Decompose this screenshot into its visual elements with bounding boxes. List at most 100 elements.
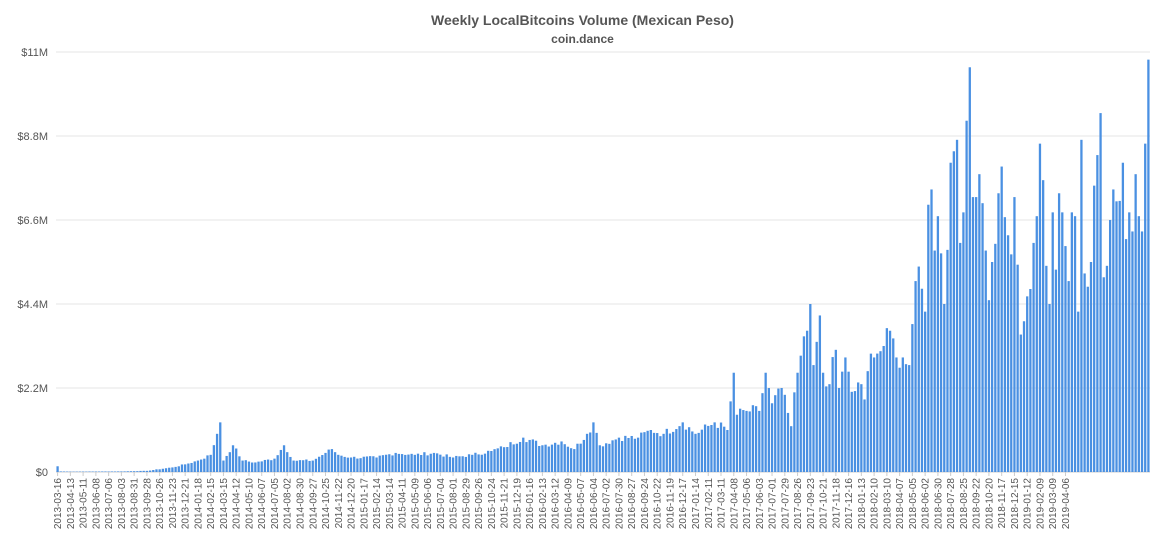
bar [314,458,318,472]
bar [898,367,901,472]
bar [719,422,723,472]
bar [1105,265,1109,472]
bar [952,151,955,472]
bar [362,456,365,472]
bar [978,174,981,472]
bar [569,448,573,472]
bar [1080,139,1083,472]
x-tick-label: 2018-05-05 [908,478,919,530]
bar [566,446,570,472]
bar [152,470,155,472]
bar [732,372,735,472]
x-tick-label: 2018-09-22 [972,478,983,530]
bar [681,422,684,472]
bar [171,467,174,472]
bar [467,454,471,472]
bar [56,466,59,472]
bar [579,443,582,472]
bar [509,442,512,472]
bar [298,460,302,472]
x-tick-label: 2018-10-20 [984,478,995,530]
bar [1016,264,1019,472]
x-tick-label: 2016-07-02 [602,478,613,530]
bar [400,454,404,472]
bar [863,399,866,472]
bar [187,463,190,472]
bar [502,447,506,472]
bar [659,436,662,472]
x-tick-label: 2013-12-21 [181,478,192,530]
bar [541,445,544,472]
x-tick-label: 2018-07-28 [946,478,957,530]
bar [573,449,576,472]
bar [531,439,534,472]
bar [410,453,413,472]
bar [544,444,547,472]
bar [1003,217,1007,472]
bar [895,357,898,472]
bar [984,250,987,472]
x-tick-label: 2013-09-28 [142,478,153,530]
bar [480,454,483,472]
bar [892,338,895,472]
x-axis-ticks: 2013-03-16 2013-04-13 2013-05-11 2013-06-08… [53,472,1072,529]
bar [235,448,238,472]
bar [793,392,796,472]
bar [742,410,745,472]
bar [432,452,436,472]
x-tick-label: 2018-03-10 [882,478,893,530]
bar [158,469,161,472]
bar [582,439,586,472]
bar [212,445,216,472]
x-tick-label: 2015-09-26 [474,478,485,530]
bar [949,162,952,473]
bar [812,365,815,472]
bar [1070,212,1073,473]
x-tick-label: 2019-02-09 [1035,478,1046,530]
bar [662,433,665,472]
x-tick-label: 2016-06-04 [589,478,600,530]
bar [518,441,522,472]
bar [694,433,697,472]
bar [911,324,914,472]
bar [471,454,474,472]
y-tick-label: $6.6M [17,215,48,227]
bar [429,453,432,472]
bar [764,372,767,472]
bar [1022,321,1026,472]
bar [1099,113,1102,472]
bar [1073,216,1077,472]
bar [608,443,611,472]
bar [388,454,391,472]
bar [133,471,136,472]
bar [592,422,595,472]
bar [828,384,831,472]
bar [292,460,295,472]
bar [225,455,228,472]
bar [697,432,700,472]
x-tick-label: 2015-11-21 [500,478,511,529]
bar [199,459,203,472]
bar [605,443,608,472]
bar [1000,166,1003,473]
bar [946,249,949,472]
x-tick-label: 2014-05-10 [244,478,255,530]
bar [525,442,528,472]
x-tick-label: 2014-01-18 [193,478,204,530]
bar [627,437,630,472]
bar [168,467,171,472]
bar [279,449,283,472]
bar [384,454,388,472]
bar [215,433,219,472]
bar [563,444,566,472]
y-tick-label: $8.8M [17,131,48,143]
bar [110,471,113,472]
bar [872,357,876,472]
bar [496,448,499,472]
x-tick-label: 2018-04-07 [895,478,906,530]
bar [770,403,774,472]
x-tick-label: 2014-06-07 [257,478,268,530]
bar [257,461,260,472]
bar [270,460,273,472]
bar [1029,289,1032,472]
